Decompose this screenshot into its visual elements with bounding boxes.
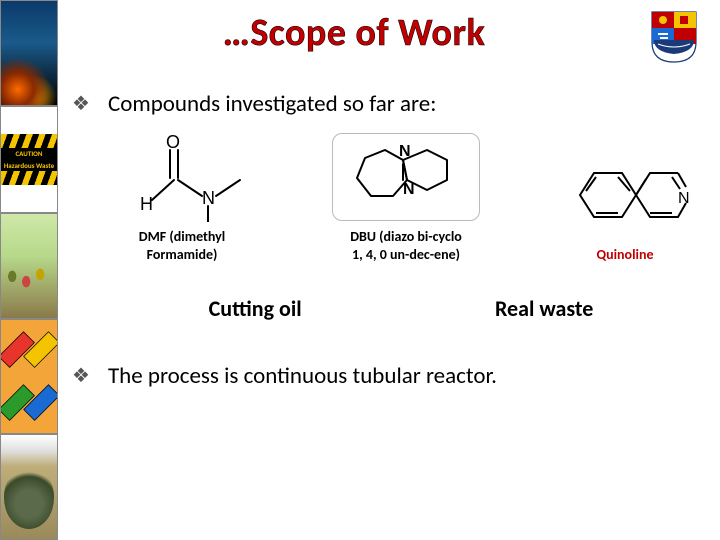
compounds-row: H O N DMF (dimethyl Formamide) <box>112 132 690 263</box>
svg-text:N: N <box>399 143 411 160</box>
strip-img-hazmat-signs <box>0 319 58 433</box>
compound-label-line2: Formamide) <box>147 246 218 263</box>
svg-text:N: N <box>202 188 215 208</box>
compound-label: Quinoline <box>596 246 653 264</box>
middle-labels: Cutting oil Real waste <box>112 295 690 322</box>
bullet-item: ❖ Compounds investigated so far are: <box>72 90 700 118</box>
svg-text:N: N <box>403 181 415 198</box>
bullet-item: ❖ The process is continuous tubular reac… <box>72 362 700 390</box>
svg-text:H: H <box>140 194 153 214</box>
compound-label-line1: Quinoline <box>596 246 653 263</box>
compound-label: DBU (diazo bi-cyclo 1, 4, 0 un-dec-ene) <box>350 228 462 263</box>
compound-label-line1: DMF (dimethyl <box>139 228 226 245</box>
caution-tape-icon <box>1 134 57 148</box>
svg-text:N: N <box>678 190 690 207</box>
bullet-diamond-icon: ❖ <box>72 90 90 118</box>
bullet-diamond-icon: ❖ <box>72 362 90 390</box>
slide-content: ❖ Compounds investigated so far are: H O… <box>72 90 700 400</box>
left-image-strip: CAUTION Hazardous Waste <box>0 0 58 540</box>
dbu-structure-icon: N N <box>332 132 480 222</box>
compound-label: DMF (dimethyl Formamide) <box>139 228 226 263</box>
compound-label-line2: 1, 4, 0 un-dec-ene) <box>352 246 460 263</box>
compound-quinoline: N Quinoline <box>560 150 690 264</box>
page-title: …Scope of Work <box>58 10 650 56</box>
strip-img-caution: CAUTION Hazardous Waste <box>0 106 58 212</box>
middle-left: Cutting oil <box>209 295 302 322</box>
compound-dmf: H O N DMF (dimethyl Formamide) <box>112 132 252 263</box>
bullet-text: The process is continuous tubular reacto… <box>108 362 497 390</box>
middle-right: Real waste <box>495 295 593 322</box>
caution-label-bottom: Hazardous Waste <box>1 160 57 172</box>
compound-dbu: N N DBU (diazo bi-cyclo 1, 4, 0 un-dec-e… <box>332 132 480 263</box>
quinoline-structure-icon: N <box>560 150 690 240</box>
crest-logo-icon <box>650 10 698 64</box>
dmf-structure-icon: H O N <box>112 132 252 222</box>
bullet-text: Compounds investigated so far are: <box>108 90 436 118</box>
strip-img-barrels <box>0 213 58 319</box>
strip-img-tank <box>0 434 58 540</box>
caution-tape-icon <box>1 171 57 185</box>
caution-label-top: CAUTION <box>1 148 57 160</box>
strip-img-underwater <box>0 0 58 106</box>
compound-label-line1: DBU (diazo bi-cyclo <box>350 228 462 245</box>
svg-text:O: O <box>166 132 180 152</box>
